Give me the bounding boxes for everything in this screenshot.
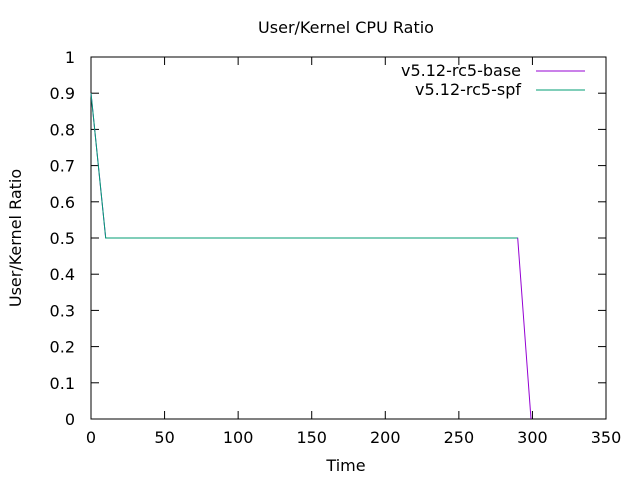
series-layer [90,93,532,420]
x-axis-label: Time [325,456,365,475]
series-line-1 [90,93,532,420]
x-tick-label: 300 [517,428,548,447]
y-tick-label: 1 [65,48,75,67]
legend-label: v5.12-rc5-spf [415,80,521,99]
x-tick-label: 200 [370,428,401,447]
y-axis: 0 0.1 0.2 0.3 0.4 0.5 0.6 0.7 0.8 0.9 1 [50,48,606,429]
y-tick-label: 0.2 [50,338,75,357]
y-tick-label: 0.7 [50,157,75,176]
x-tick-label: 50 [154,428,174,447]
x-tick-label: 0 [86,428,96,447]
legend-label: v5.12-rc5-base [401,61,521,80]
series-line-2 [90,93,518,239]
x-tick-label: 100 [223,428,254,447]
x-axis: 0 50 100 150 200 250 300 350 [86,57,621,447]
y-tick-label: 0.5 [50,229,75,248]
chart-title: User/Kernel CPU Ratio [258,18,434,37]
x-tick-label: 250 [444,428,475,447]
x-tick-label: 150 [296,428,327,447]
y-tick-label: 0.9 [50,84,75,103]
y-tick-label: 0.1 [50,374,75,393]
y-tick-label: 0.8 [50,120,75,139]
x-tick-label: 350 [591,428,622,447]
y-tick-label: 0 [65,410,75,429]
y-axis-label: User/Kernel Ratio [6,169,25,307]
y-tick-label: 0.3 [50,301,75,320]
y-tick-label: 0.6 [50,193,75,212]
y-tick-label: 0.4 [50,265,75,284]
